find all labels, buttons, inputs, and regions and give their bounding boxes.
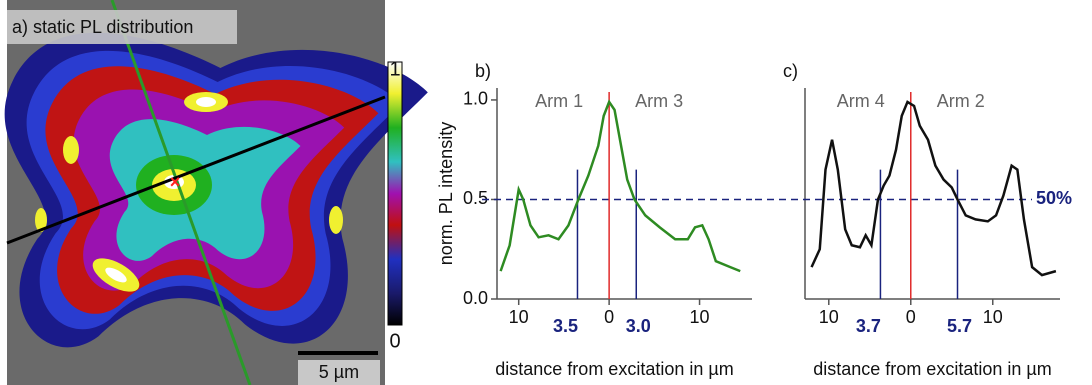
- arm-label: Arm 3: [635, 91, 683, 111]
- y-axis-label: norm. PL intensity: [436, 122, 456, 265]
- excitation-mark: ×: [170, 172, 181, 192]
- arm-label: Arm 2: [937, 91, 985, 111]
- x-tick-label: 10: [983, 307, 1003, 327]
- title-box: [7, 10, 237, 44]
- x-tick-label: 10: [690, 307, 710, 327]
- profile-line: [810, 100, 1057, 277]
- colorbar: [387, 61, 403, 326]
- x-tick-label: 0: [906, 307, 916, 327]
- x-tick-label: 10: [819, 307, 839, 327]
- arm-label: Arm 4: [837, 91, 885, 111]
- cut-line-black: [6, 95, 386, 245]
- y-tick-label: 0.5: [463, 188, 488, 208]
- pl-image: × a) static PL distribution 5 µm 1 0: [4, 0, 428, 385]
- y-tick-label: 1.0: [463, 89, 488, 109]
- threshold-label: 50%: [1036, 188, 1072, 208]
- panel-label: c): [783, 61, 798, 81]
- pl-map: [4, 32, 428, 348]
- panel-label: b): [475, 61, 491, 81]
- width-label: 3.5: [553, 316, 578, 336]
- width-label: 3.7: [856, 316, 881, 336]
- x-tick-label: 0: [604, 307, 614, 327]
- image-title: a) static PL distribution: [12, 17, 193, 37]
- x-axis-label: distance from excitation in µm: [495, 359, 733, 379]
- profile-line: [499, 99, 741, 273]
- y-tick-label: 0.0: [463, 288, 488, 308]
- arm-label: Arm 1: [535, 91, 583, 111]
- x-axis-label: distance from excitation in µm: [813, 359, 1051, 379]
- cut-line-green: [110, 0, 252, 385]
- colorbar-min: 0: [389, 330, 400, 352]
- colorbar-max: 1: [389, 58, 400, 80]
- scale-label: 5 µm: [319, 362, 359, 382]
- scale-box: [298, 360, 380, 385]
- width-label: 5.7: [947, 316, 972, 336]
- x-tick-label: 10: [509, 307, 529, 327]
- width-label: 3.0: [626, 316, 651, 336]
